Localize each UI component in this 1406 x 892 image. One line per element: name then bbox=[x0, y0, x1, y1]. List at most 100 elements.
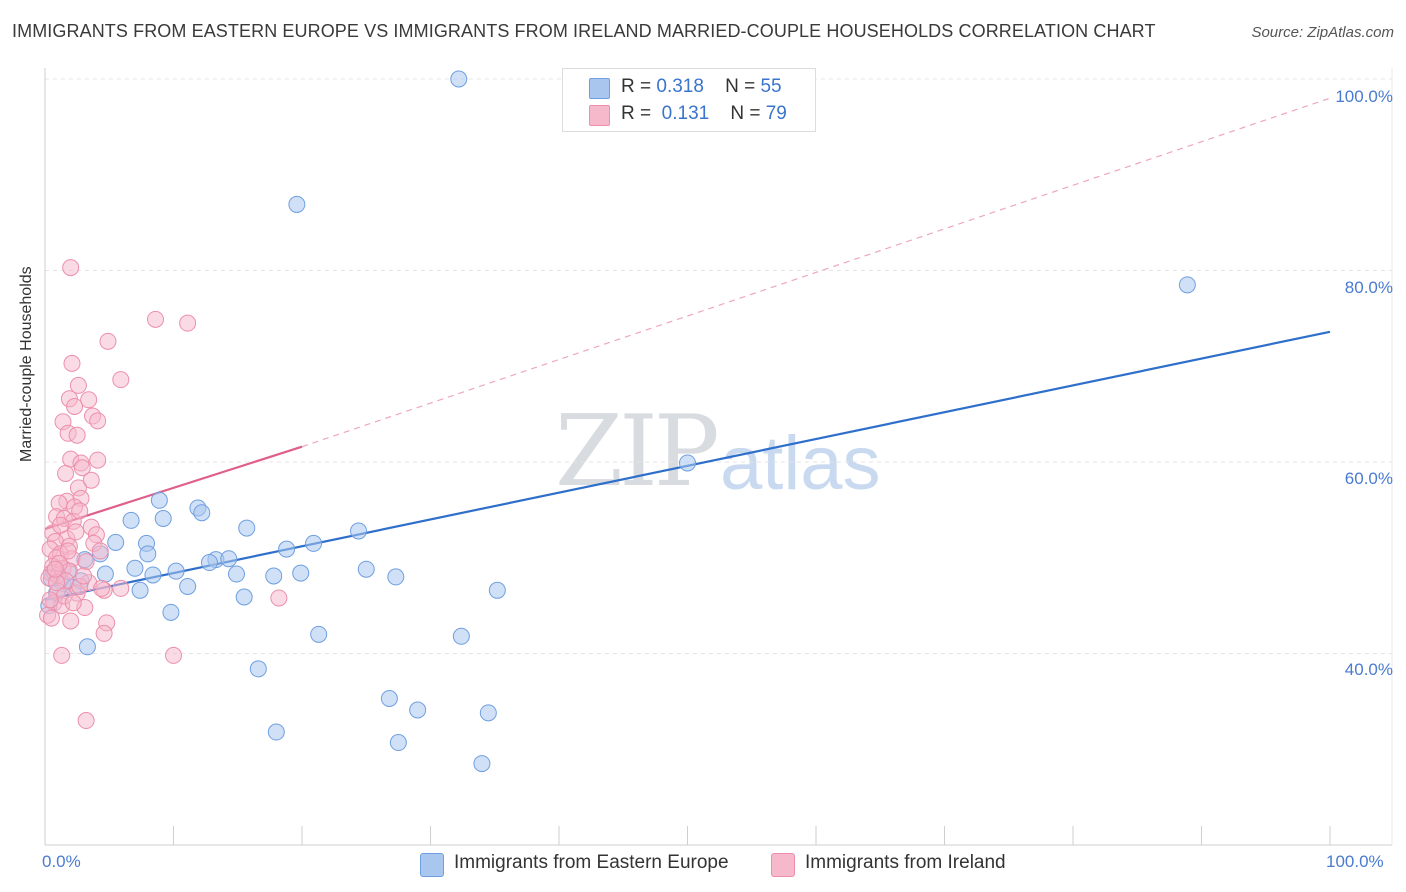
series-eastern-europe-points bbox=[40, 70, 1196, 773]
eastern-europe-point bbox=[144, 566, 162, 584]
eastern-europe-point bbox=[162, 603, 180, 621]
ireland-point bbox=[165, 646, 182, 664]
legend-n-value: 55 bbox=[760, 76, 782, 97]
y-tick-label: 80.0% bbox=[1344, 278, 1393, 297]
eastern-europe-point bbox=[310, 625, 328, 643]
ireland-point bbox=[64, 594, 82, 612]
ireland-trend-line bbox=[44, 445, 303, 531]
ireland-point bbox=[73, 459, 91, 477]
ireland-point bbox=[63, 354, 81, 372]
ireland-point bbox=[93, 579, 111, 597]
eastern-europe-point bbox=[1178, 276, 1196, 294]
series-ireland-points bbox=[39, 259, 288, 730]
eastern-europe-point bbox=[305, 534, 323, 552]
ireland-point bbox=[112, 371, 130, 389]
eastern-europe-point bbox=[488, 581, 506, 599]
legend-r-label: R = bbox=[621, 103, 652, 124]
ireland-point bbox=[77, 553, 95, 571]
ireland-point bbox=[46, 560, 64, 578]
ireland-point bbox=[42, 609, 60, 627]
eastern-europe-point bbox=[179, 577, 197, 595]
eastern-europe-point bbox=[288, 195, 306, 213]
eastern-europe-point bbox=[409, 701, 427, 719]
ireland-point bbox=[91, 542, 109, 560]
eastern-europe-point bbox=[139, 545, 157, 563]
trend-lines bbox=[44, 97, 1331, 601]
ireland-point bbox=[66, 397, 84, 415]
ireland-point bbox=[112, 579, 130, 597]
ireland-point bbox=[53, 646, 71, 664]
eastern-europe-point bbox=[450, 70, 468, 88]
watermark-atlas: atlas bbox=[720, 421, 881, 506]
eastern-europe-point bbox=[357, 560, 375, 578]
ireland-point bbox=[95, 624, 113, 642]
eastern-europe-point bbox=[220, 550, 238, 568]
eastern-europe-point bbox=[235, 588, 253, 606]
legend-swatch-blue bbox=[420, 853, 444, 877]
eastern-europe-point bbox=[278, 540, 296, 558]
y-tick-label: 40.0% bbox=[1344, 660, 1393, 679]
y-tick-label: 100.0% bbox=[1335, 87, 1393, 106]
eastern-europe-point bbox=[227, 565, 245, 583]
legend-r-value: 0.318 bbox=[656, 76, 704, 97]
legend-n-value: 79 bbox=[765, 103, 787, 124]
eastern-europe-point bbox=[387, 568, 405, 586]
ireland-point bbox=[80, 391, 98, 409]
ireland-point bbox=[75, 567, 93, 585]
eastern-europe-point bbox=[200, 554, 218, 572]
legend-n-label: N = bbox=[730, 103, 761, 124]
eastern-europe-point bbox=[679, 454, 696, 472]
ireland-point bbox=[67, 523, 85, 541]
ireland-point bbox=[57, 464, 75, 482]
y-axis-label: Married-couple Households bbox=[18, 266, 35, 462]
x-tick-label-min: 0.0% bbox=[42, 852, 81, 871]
eastern-europe-point bbox=[292, 564, 310, 582]
eastern-europe-point bbox=[154, 509, 172, 527]
correlation-legend: R = 0.318 N = 55 R = 0.131 N = 79 bbox=[562, 68, 816, 132]
ireland-point bbox=[41, 591, 59, 609]
eastern-europe-point bbox=[238, 519, 256, 537]
ireland-point bbox=[270, 589, 288, 607]
legend-swatch-pink bbox=[771, 853, 795, 877]
source-credit: Source: ZipAtlas.com bbox=[1251, 24, 1394, 41]
eastern-europe-point bbox=[193, 504, 211, 522]
ireland-point bbox=[77, 712, 95, 730]
ireland-trend-extension bbox=[301, 97, 1331, 448]
watermark-zip: ZIP bbox=[555, 395, 720, 509]
eastern-europe-point bbox=[265, 567, 283, 585]
eastern-europe-point bbox=[107, 533, 125, 551]
legend-n-label: N = bbox=[725, 76, 756, 97]
eastern-europe-point bbox=[131, 581, 149, 599]
eastern-europe-point bbox=[122, 511, 140, 529]
eastern-europe-point bbox=[150, 491, 168, 509]
legend-swatch-blue bbox=[589, 78, 610, 99]
ireland-point bbox=[89, 451, 107, 469]
ireland-point bbox=[89, 412, 107, 430]
gridlines bbox=[45, 78, 1392, 654]
eastern-europe-point bbox=[167, 562, 185, 580]
ireland-point bbox=[99, 332, 117, 350]
ireland-point bbox=[59, 542, 77, 560]
eastern-europe-point bbox=[479, 704, 497, 722]
ireland-point bbox=[82, 471, 100, 489]
eastern-europe-point bbox=[126, 559, 144, 577]
ireland-point bbox=[71, 502, 89, 520]
y-tick-label: 60.0% bbox=[1344, 469, 1393, 488]
chart-title: IMMIGRANTS FROM EASTERN EUROPE VS IMMIGR… bbox=[12, 21, 1156, 41]
eastern-europe-point bbox=[267, 723, 285, 741]
ireland-point bbox=[51, 516, 69, 534]
legend-label: Immigrants from Eastern Europe bbox=[454, 852, 729, 873]
legend-label: Immigrants from Ireland bbox=[805, 852, 1006, 873]
eastern-europe-point bbox=[389, 734, 407, 752]
x-tick-label-max: 100.0% bbox=[1326, 852, 1384, 871]
eastern-europe-point bbox=[350, 522, 368, 540]
axes bbox=[44, 68, 1393, 846]
eastern-europe-point bbox=[452, 627, 470, 645]
legend-swatch-pink bbox=[589, 105, 610, 126]
ireland-point bbox=[147, 310, 165, 328]
ireland-point bbox=[62, 612, 80, 630]
ireland-point bbox=[68, 426, 86, 444]
ireland-point bbox=[69, 376, 87, 394]
legend-r-value: 0.131 bbox=[661, 103, 710, 124]
